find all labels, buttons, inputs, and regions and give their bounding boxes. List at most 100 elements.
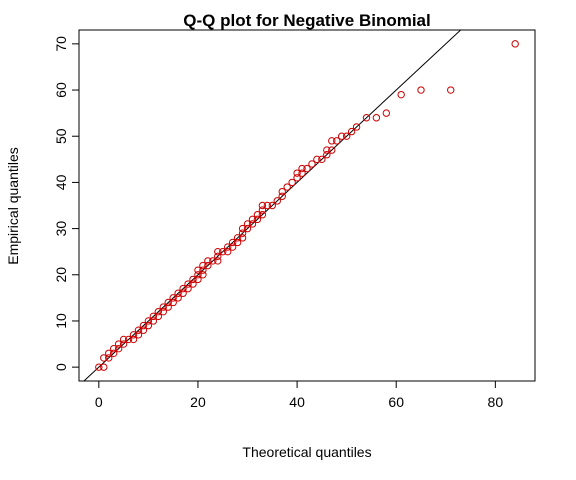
- data-point: [169, 294, 177, 302]
- data-point: [313, 155, 321, 164]
- y-tick-label: 20: [53, 267, 69, 283]
- data-point: [337, 132, 346, 140]
- data-point: [194, 271, 202, 279]
- data-point: [293, 174, 301, 182]
- data-point: [114, 344, 123, 353]
- plot-area: [83, 30, 462, 381]
- data-point: [278, 187, 286, 196]
- x-tick-label: 20: [190, 394, 206, 410]
- data-point: [100, 363, 108, 371]
- data-point: [243, 220, 252, 228]
- data-point: [164, 298, 172, 307]
- data-point: [124, 335, 133, 344]
- data-point: [228, 238, 237, 247]
- data-point: [174, 294, 182, 302]
- y-tick-label: 40: [53, 174, 69, 190]
- data-point: [199, 261, 207, 270]
- data-point: [273, 197, 281, 205]
- data-point: [119, 340, 128, 348]
- data-point: [223, 243, 232, 251]
- data-point: [109, 344, 118, 353]
- data-point: [194, 266, 202, 274]
- data-point: [447, 86, 455, 94]
- data-point: [228, 243, 237, 251]
- data-point: [114, 340, 123, 348]
- data-point: [184, 280, 192, 288]
- data-point: [248, 220, 257, 228]
- data-point: [214, 252, 222, 261]
- x-axis-label: Theoretical quantiles: [242, 444, 371, 460]
- data-point: [268, 201, 277, 210]
- data-point: [288, 178, 296, 187]
- data-point: [308, 160, 316, 168]
- y-axis: 0 10 20 30 40 50 60 70: [53, 36, 80, 371]
- data-point: [139, 321, 148, 330]
- data-point: [204, 257, 212, 265]
- data-point: [258, 206, 267, 214]
- data-point: [199, 271, 207, 279]
- data-point: [159, 308, 167, 316]
- data-point: [184, 284, 192, 293]
- data-point: [298, 169, 306, 177]
- data-point: [179, 284, 187, 293]
- data-point: [134, 331, 143, 339]
- y-tick-label: 50: [53, 128, 69, 144]
- data-point: [303, 164, 311, 173]
- data-point: [214, 247, 222, 256]
- data-point: [352, 123, 361, 131]
- data-point: [397, 90, 405, 99]
- x-tick-label: 60: [388, 394, 404, 410]
- data-point: [95, 363, 103, 371]
- data-point: [154, 312, 163, 321]
- data-point: [233, 238, 242, 247]
- data-point: [105, 349, 113, 357]
- data-point: [223, 247, 232, 256]
- data-point: [293, 169, 301, 177]
- reference-line: [83, 30, 462, 381]
- data-point: [298, 164, 306, 173]
- data-point: [243, 224, 252, 233]
- x-tick-label: 80: [488, 394, 504, 410]
- data-point: [417, 86, 425, 94]
- data-point: [253, 211, 262, 219]
- data-point: [248, 215, 257, 224]
- data-point: [283, 183, 291, 191]
- data-point: [209, 257, 217, 265]
- data-point: [159, 303, 167, 311]
- data-point: [238, 234, 247, 242]
- data-point: [323, 146, 331, 154]
- data-point: [278, 192, 286, 200]
- data-point: [258, 201, 267, 210]
- data-point: [100, 354, 108, 362]
- data-point: [347, 127, 356, 136]
- data-point: [134, 326, 143, 334]
- data-point: [119, 335, 128, 344]
- data-point: [179, 289, 187, 297]
- data-point: [174, 289, 182, 297]
- data-point: [149, 317, 158, 325]
- data-point: [238, 229, 247, 237]
- y-tick-label: 70: [53, 36, 69, 52]
- data-point: [154, 308, 163, 316]
- data-point: [511, 40, 519, 48]
- data-point: [189, 275, 197, 284]
- chart-title: Q-Q plot for Negative Binomial: [183, 11, 430, 30]
- data-point: [214, 257, 222, 265]
- data-point: [253, 215, 262, 224]
- data-point: [318, 155, 326, 164]
- data-point: [204, 261, 212, 270]
- data-point: [194, 275, 202, 284]
- y-tick-label: 0: [53, 363, 69, 371]
- data-point: [362, 114, 371, 122]
- data-point: [328, 146, 336, 154]
- data-point: [129, 335, 138, 344]
- data-point: [382, 109, 391, 117]
- data-point: [109, 349, 118, 357]
- data-point: [169, 298, 177, 307]
- data-point: [199, 266, 207, 274]
- data-point: [372, 114, 381, 122]
- data-point: [144, 321, 153, 330]
- data-point: [263, 201, 272, 210]
